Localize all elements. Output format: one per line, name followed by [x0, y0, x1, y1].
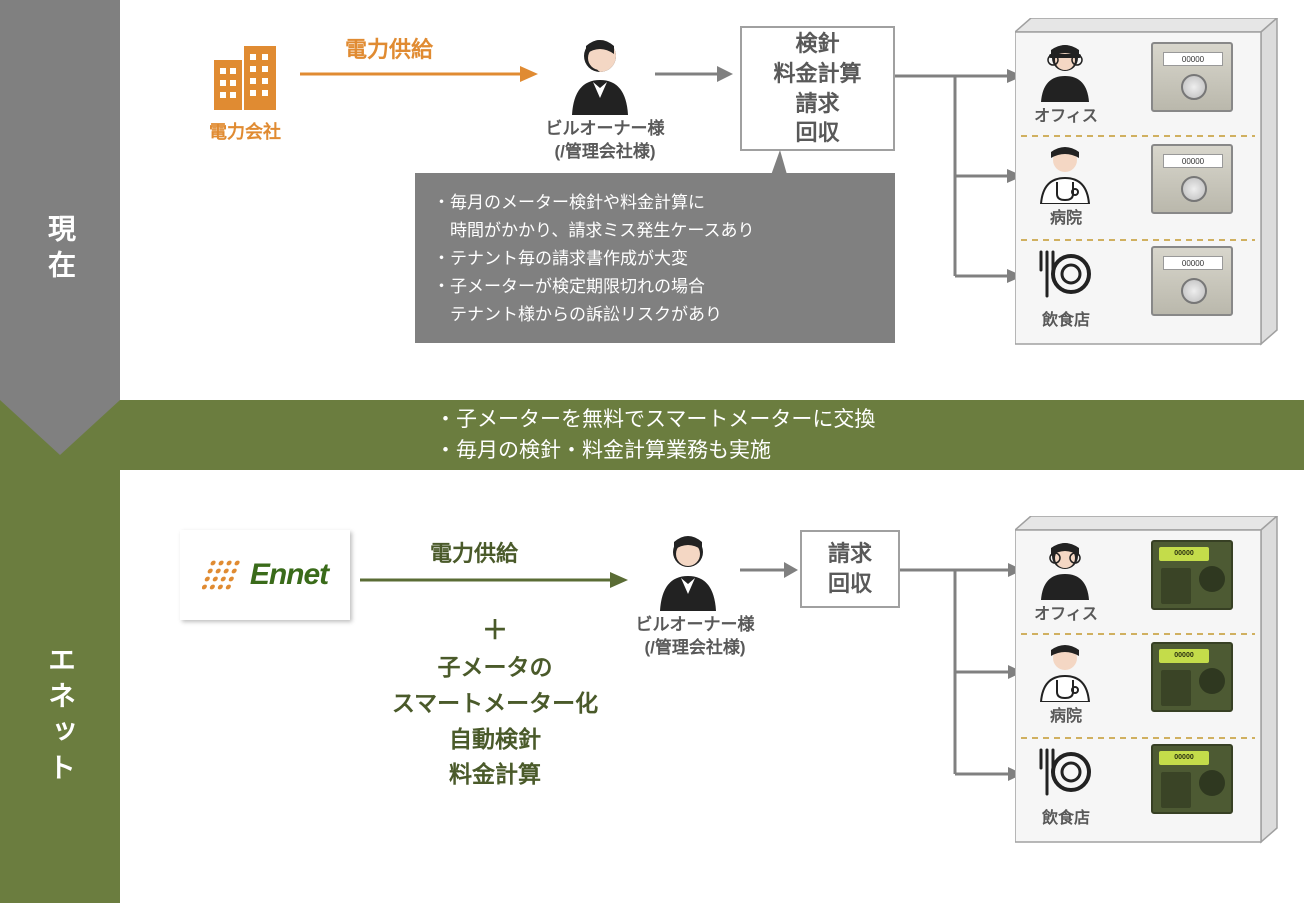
problem-line3: ・テナント毎の請求書作成が大変 [433, 245, 877, 273]
ennet-logo-text: Ennet [250, 558, 328, 592]
top-process-line2: 料金計算 [742, 59, 893, 89]
top-tenant3-label: 飲食店 [1021, 306, 1111, 330]
top-process-line4: 回収 [742, 118, 893, 148]
top-owner-icon [560, 30, 640, 115]
problem-line1: ・毎月のメーター検針や料金計算に [433, 189, 877, 217]
bottom-supply-arrow [360, 568, 630, 592]
top-tenant2-label: 病院 [1021, 204, 1111, 228]
office-person-icon [1035, 40, 1095, 102]
problem-line4: ・子メーターが検定期限切れの場合 [433, 273, 877, 301]
top-branch-lines [895, 56, 1025, 316]
office-person-icon [1035, 538, 1095, 600]
ennet-dots-icon [202, 555, 246, 595]
sidebar-bottom-label: エネット [0, 400, 120, 903]
sidebar-arrowhead-overlay [0, 400, 120, 460]
top-tenant-rows: オフィス 00000 病院 00000 飲食店 00000 [1021, 36, 1259, 336]
doctor-icon [1035, 142, 1095, 204]
bottom-owner-line2: (/管理会社様) [644, 638, 745, 657]
bottom-process-line1: 請求 [802, 539, 898, 569]
top-owner-arrow [655, 62, 735, 86]
problem-line2: 時間がかかり、請求ミス発生ケースあり [433, 217, 877, 245]
mid-bar-line1: ・子メーターを無料でスマートメーターに交換 [435, 404, 1304, 436]
bottom-feature1: 子メータの [365, 650, 625, 686]
power-company-label: 電力会社 [180, 118, 310, 144]
bottom-process-line2: 回収 [802, 569, 898, 599]
problem-line5: テナント様からの訴訟リスクがあり [433, 301, 877, 329]
bottom-tenant2-label: 病院 [1021, 702, 1111, 726]
bottom-tenant1-label: オフィス [1021, 600, 1111, 624]
bottom-feature3: 自動検針 [365, 722, 625, 758]
top-tenant1-label: オフィス [1021, 102, 1111, 126]
top-owner-line2: (/管理会社様) [554, 142, 655, 161]
bottom-owner-line1: ビルオーナー様 [636, 615, 755, 634]
top-problem-box: ・毎月のメーター検針や料金計算に 時間がかかり、請求ミス発生ケースあり ・テナン… [415, 173, 895, 343]
restaurant-icon [1035, 246, 1095, 302]
old-meter-icon: 00000 [1151, 144, 1233, 214]
bottom-tenant3-label: 飲食店 [1021, 804, 1111, 828]
mid-bar-line2: ・毎月の検針・料金計算業務も実施 [435, 435, 1304, 467]
bottom-tenant-rows: オフィス 00000 病院 00000 飲食店 [1021, 534, 1259, 834]
old-meter-icon: 00000 [1151, 42, 1233, 112]
ennet-logo-box: Ennet [180, 530, 350, 620]
old-meter-icon: 00000 [1151, 246, 1233, 316]
smart-meter-icon: 00000 [1151, 540, 1233, 610]
sidebar-top-label: 現在 [0, 0, 120, 400]
top-owner-label: ビルオーナー様 (/管理会社様) [520, 118, 690, 164]
top-process-line3: 請求 [742, 89, 893, 119]
top-owner-line1: ビルオーナー様 [546, 119, 665, 138]
sidebar-top-block: 現在 [0, 0, 120, 400]
mid-benefit-bar: ・子メーターを無料でスマートメーターに交換 ・毎月の検針・料金計算業務も実施 [120, 400, 1304, 470]
bottom-features: ＋ 子メータの スマートメーター化 自動検針 料金計算 [365, 610, 625, 793]
bottom-process-box: 請求 回収 [800, 530, 900, 608]
bottom-branch-lines [900, 552, 1025, 822]
bottom-feature2: スマートメーター化 [365, 686, 625, 722]
smart-meter-icon: 00000 [1151, 744, 1233, 814]
restaurant-icon [1035, 744, 1095, 800]
top-process-line1: 検針 [742, 29, 893, 59]
bottom-owner-arrow [740, 558, 800, 582]
smart-meter-icon: 00000 [1151, 642, 1233, 712]
top-process-box: 検針 料金計算 請求 回収 [740, 26, 895, 151]
top-supply-label: 電力供給 [345, 32, 433, 64]
doctor-icon [1035, 640, 1095, 702]
top-supply-arrow [300, 62, 540, 86]
bottom-owner-icon [648, 526, 728, 611]
bottom-plus: ＋ [365, 610, 625, 650]
bottom-feature4: 料金計算 [365, 757, 625, 793]
sidebar-bottom-block: エネット [0, 400, 120, 903]
bottom-supply-label: 電力供給 [430, 536, 518, 568]
power-company-icon [210, 40, 280, 110]
bottom-owner-label: ビルオーナー様 (/管理会社様) [610, 614, 780, 660]
